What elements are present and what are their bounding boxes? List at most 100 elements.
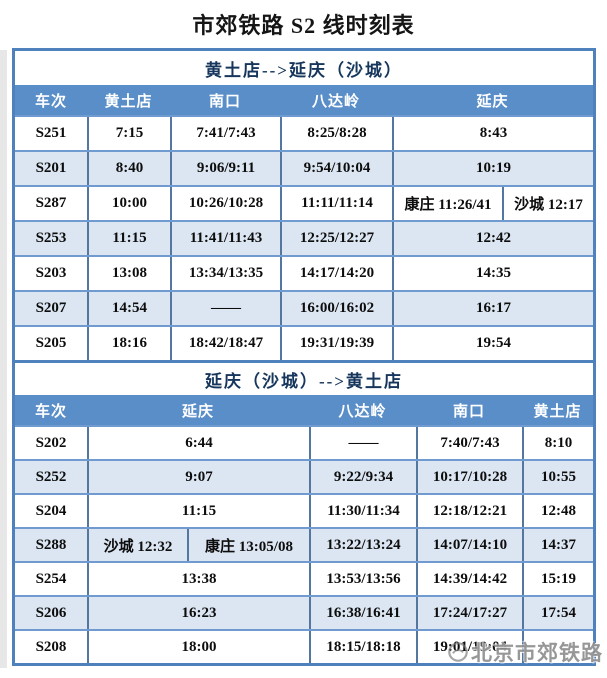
table-row: S287 10:00 10:26/10:28 11:11/11:14 康庄 11:26/… [15, 185, 593, 220]
time-cell: 17:24/17:27 [416, 597, 522, 629]
time-cell: 13:38 [87, 563, 309, 595]
time-cell [522, 631, 593, 663]
time-cell: 9:07 [87, 461, 309, 493]
table-row: S252 9:07 9:22/9:34 10:17/10:28 10:55 [15, 459, 593, 493]
time-cell: 10:17/10:28 [416, 461, 522, 493]
header-cell: 南口 [208, 92, 241, 110]
table-row: S202 6:44 —— 7:40/7:43 8:10 [15, 425, 593, 459]
time-cell: 沙城 12:32 [87, 529, 187, 561]
time-cell: 7:15 [87, 117, 170, 150]
train-number-cell: S204 [35, 502, 67, 519]
train-number-cell: S288 [35, 536, 67, 553]
time-cell: 16:23 [87, 597, 309, 629]
header-cell: 黄土店 [533, 402, 582, 420]
time-cell: 11:15 [87, 495, 309, 527]
direction-table: 车次 延庆 八达岭 南口 黄土店 S202 6:44 —— 7:40/7:43 8:10 S252 9… [15, 395, 593, 663]
table-row: S206 16:23 16:38/16:41 17:24/17:27 17:54 [15, 595, 593, 629]
train-number-cell: S203 [35, 265, 67, 281]
time-cell: 16:38/16:41 [309, 597, 416, 629]
train-number-cell: S201 [35, 160, 67, 176]
time-cell: 19:54 [392, 327, 593, 360]
header-cell: 八达岭 [338, 402, 387, 420]
time-cell: 11:11/11:14 [280, 187, 392, 220]
time-cell: 8:43 [392, 117, 593, 150]
time-cell: 14:17/14:20 [280, 257, 392, 290]
time-cell: 7:41/7:43 [170, 117, 280, 150]
table-row: S208 18:00 18:15/18:18 19:01/19:04 [15, 629, 593, 663]
train-number-cell: S253 [35, 230, 67, 246]
time-cell: 14:39/14:42 [416, 563, 522, 595]
table-row: S207 14:54 —— 16:00/16:02 16:17 [15, 290, 593, 325]
time-cell: 12:48 [522, 495, 593, 527]
time-cell: 13:08 [87, 257, 170, 290]
train-number-cell: S287 [35, 195, 67, 211]
train-number-cell: S206 [35, 604, 67, 621]
time-cell: 11:15 [87, 222, 170, 255]
time-cell: 18:15/18:18 [309, 631, 416, 663]
time-cell: —— [170, 292, 280, 325]
section-title: 黄土店-->延庆（沙城） [15, 51, 593, 85]
table-row: S204 11:15 11:30/11:34 12:18/12:21 12:48 [15, 493, 593, 527]
header-cell: 黄土店 [104, 92, 153, 110]
time-cell: 康庄 11:26/41 [392, 187, 502, 220]
time-cell: 14:37 [522, 529, 593, 561]
time-cell: 康庄 13:05/08 [187, 529, 309, 561]
table-row: S203 13:08 13:34/13:35 14:17/14:20 14:35 [15, 255, 593, 290]
time-cell: 15:19 [522, 563, 593, 595]
table-row: S253 11:15 11:41/11:43 12:25/12:27 12:42 [15, 220, 593, 255]
time-cell: 14:07/14:10 [416, 529, 522, 561]
timetable: 黄土店-->延庆（沙城） 车次 黄土店 南口 八达岭 延庆 S251 7:15 7:41/7:4… [12, 48, 596, 666]
time-cell: 10:26/10:28 [170, 187, 280, 220]
time-cell: 16:17 [392, 292, 593, 325]
time-cell: 8:40 [87, 152, 170, 185]
header-cell: 延庆 [476, 92, 509, 110]
time-cell: 9:22/9:34 [309, 461, 416, 493]
header-row: 车次 黄土店 南口 八达岭 延庆 [15, 85, 593, 115]
page-edge-shadow [0, 50, 7, 668]
table-row: S201 8:40 9:06/9:11 9:54/10:04 10:19 [15, 150, 593, 185]
time-cell: 18:00 [87, 631, 309, 663]
time-cell: —— [309, 427, 416, 459]
header-cell: 车次 [34, 92, 67, 110]
train-number-cell: S205 [35, 335, 67, 351]
direction-table: 车次 黄土店 南口 八达岭 延庆 S251 7:15 7:41/7:43 8:25/8:28 8:… [15, 85, 593, 360]
time-cell: 12:25/12:27 [280, 222, 392, 255]
train-number-cell: S254 [35, 570, 67, 587]
train-number-cell: S251 [35, 125, 67, 141]
time-cell: 12:42 [392, 222, 593, 255]
time-cell: 8:10 [522, 427, 593, 459]
time-cell: 9:54/10:04 [280, 152, 392, 185]
train-number-cell: S252 [35, 468, 67, 485]
time-cell: 10:00 [87, 187, 170, 220]
time-cell: 13:34/13:35 [170, 257, 280, 290]
time-cell: 13:22/13:24 [309, 529, 416, 561]
time-cell: 16:00/16:02 [280, 292, 392, 325]
table-row: S254 13:38 13:53/13:56 14:39/14:42 15:19 [15, 561, 593, 595]
time-cell: 10:19 [392, 152, 593, 185]
time-cell: 8:25/8:28 [280, 117, 392, 150]
time-cell: 18:16 [87, 327, 170, 360]
time-cell: 7:40/7:43 [416, 427, 522, 459]
page-title: 市郊铁路 S2 线时刻表 [192, 13, 415, 38]
time-cell: 11:41/11:43 [170, 222, 280, 255]
time-cell: 14:35 [392, 257, 593, 290]
header-cell: 延庆 [181, 402, 214, 420]
time-cell: 17:54 [522, 597, 593, 629]
time-cell: 12:18/12:21 [416, 495, 522, 527]
table-row: S205 18:16 18:42/18:47 19:31/19:39 19:54 [15, 325, 593, 360]
time-cell: 11:30/11:34 [309, 495, 416, 527]
section-title: 延庆（沙城）-->黄土店 [15, 360, 593, 395]
time-cell: 沙城 12:17 [502, 187, 593, 220]
header-cell: 车次 [34, 402, 67, 420]
time-cell: 13:53/13:56 [309, 563, 416, 595]
time-cell: 14:54 [87, 292, 170, 325]
time-cell: 10:55 [522, 461, 593, 493]
time-cell: 19:01/19:04 [416, 631, 522, 663]
table-row: S251 7:15 7:41/7:43 8:25/8:28 8:43 [15, 115, 593, 150]
train-number-cell: S202 [35, 434, 67, 451]
time-cell: 9:06/9:11 [170, 152, 280, 185]
train-number-cell: S208 [35, 638, 67, 655]
time-cell: 19:31/19:39 [280, 327, 392, 360]
time-cell: 6:44 [87, 427, 309, 459]
header-row: 车次 延庆 八达岭 南口 黄土店 [15, 395, 593, 425]
